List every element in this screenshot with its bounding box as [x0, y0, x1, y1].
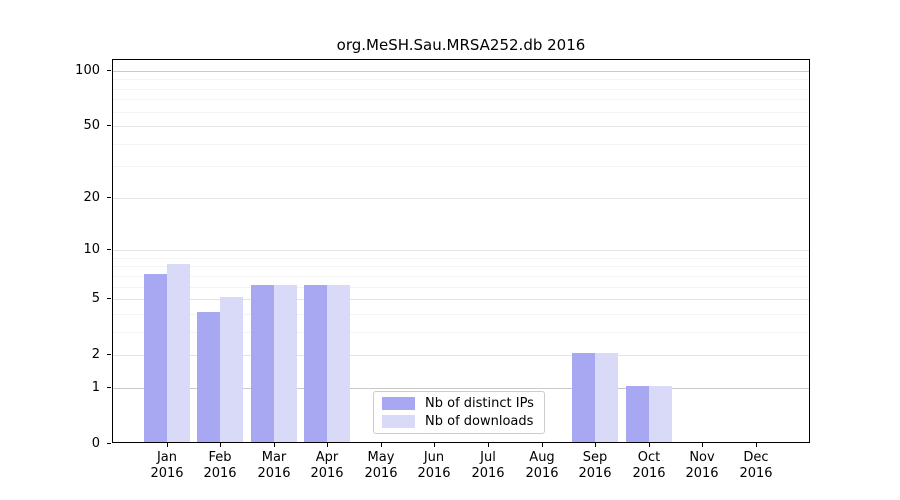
x-tick: [434, 443, 435, 447]
minor-gridline: [113, 144, 809, 145]
x-tick: [220, 443, 221, 447]
minor-gridline: [113, 166, 809, 167]
major-gridline: [113, 355, 809, 356]
minor-gridline: [113, 276, 809, 277]
legend-entry-distinct-ips: Nb of distinct IPs: [382, 396, 536, 411]
major-gridline: [113, 299, 809, 300]
x-tick-label-apr: Apr 2016: [310, 450, 344, 481]
x-tick: [167, 443, 168, 447]
x-tick-label-jun: Jun 2016: [417, 450, 451, 481]
minor-gridline: [113, 79, 809, 80]
x-tick-label-feb: Feb 2016: [203, 450, 237, 481]
minor-gridline: [113, 314, 809, 315]
y-tick-label: 1: [91, 380, 100, 395]
bar-distinct-ips-jan: [144, 274, 167, 442]
major-gridline: [113, 126, 809, 127]
y-tick-label: 5: [91, 291, 100, 306]
minor-gridline: [113, 332, 809, 333]
x-tick-label-jul: Jul 2016: [471, 450, 505, 481]
x-tick: [381, 443, 382, 447]
y-tick: [107, 443, 111, 444]
y-tick: [107, 125, 111, 126]
x-tick-label-mar: Mar 2016: [257, 450, 291, 481]
x-tick: [649, 443, 650, 447]
x-tick-label-jan: Jan 2016: [150, 450, 184, 481]
x-tick-label-sep: Sep 2016: [578, 450, 612, 481]
bar-downloads-feb: [220, 297, 243, 442]
x-tick: [702, 443, 703, 447]
x-tick: [542, 443, 543, 447]
x-tick: [756, 443, 757, 447]
minor-gridline: [113, 258, 809, 259]
x-tick: [274, 443, 275, 447]
legend-label-downloads: Nb of downloads: [425, 414, 534, 429]
minor-gridline: [113, 99, 809, 100]
y-tick: [107, 249, 111, 250]
legend-swatch-distinct-ips: [382, 397, 415, 410]
bar-distinct-ips-feb: [197, 312, 220, 442]
major-gridline: [113, 388, 809, 389]
minor-gridline: [113, 89, 809, 90]
chart-title: org.MeSH.Sau.MRSA252.db 2016: [336, 36, 586, 54]
y-tick-label: 2: [91, 347, 100, 362]
minor-gridline: [113, 266, 809, 267]
y-tick: [107, 298, 111, 299]
bar-downloads-oct: [649, 386, 672, 442]
legend: Nb of distinct IPs Nb of downloads: [373, 391, 545, 434]
bar-downloads-apr: [327, 285, 350, 442]
x-tick-label-nov: Nov 2016: [685, 450, 719, 481]
minor-gridline: [113, 287, 809, 288]
bar-downloads-sep: [595, 353, 618, 442]
y-tick: [107, 387, 111, 388]
major-gridline: [113, 71, 809, 72]
x-tick: [488, 443, 489, 447]
y-tick-label: 20: [83, 190, 100, 205]
y-tick-label: 50: [83, 118, 100, 133]
major-gridline: [113, 198, 809, 199]
bar-distinct-ips-oct: [626, 386, 649, 442]
x-tick-label-may: May 2016: [364, 450, 398, 481]
y-tick: [107, 70, 111, 71]
bar-downloads-mar: [274, 285, 297, 442]
y-tick: [107, 354, 111, 355]
bar-distinct-ips-mar: [251, 285, 274, 442]
minor-gridline: [113, 112, 809, 113]
x-tick-label-dec: Dec 2016: [739, 450, 773, 481]
bar-distinct-ips-sep: [572, 353, 595, 442]
x-tick-label-oct: Oct 2016: [632, 450, 666, 481]
plot-area: [112, 59, 810, 443]
y-tick-label: 10: [83, 242, 100, 257]
legend-entry-downloads: Nb of downloads: [382, 414, 536, 429]
major-gridline: [113, 250, 809, 251]
y-tick: [107, 197, 111, 198]
legend-swatch-downloads: [382, 415, 415, 428]
x-tick-label-aug: Aug 2016: [525, 450, 559, 481]
x-tick: [595, 443, 596, 447]
legend-label-distinct-ips: Nb of distinct IPs: [425, 396, 534, 411]
bar-downloads-jan: [167, 264, 190, 442]
y-tick-label: 0: [91, 436, 100, 451]
y-tick-label: 100: [75, 63, 100, 78]
bar-distinct-ips-apr: [304, 285, 327, 442]
x-tick: [327, 443, 328, 447]
